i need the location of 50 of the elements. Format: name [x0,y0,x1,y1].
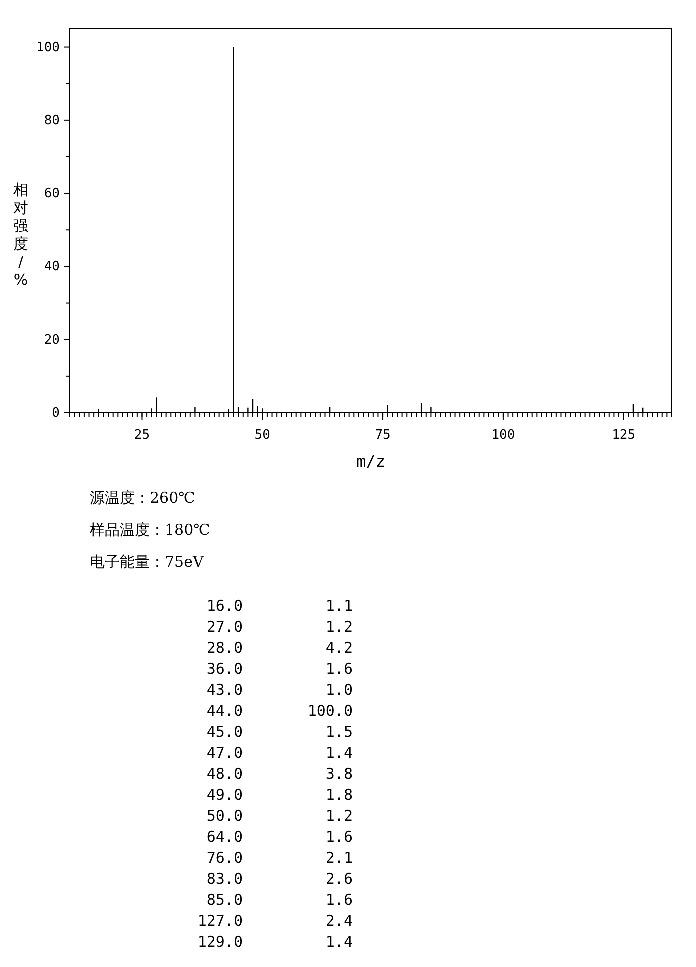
text: 27.0 [206,618,243,636]
y-tick-label: 20 [44,332,60,348]
text: 49.0 [206,786,243,804]
text: 44.0 [206,702,243,720]
text: 2.1 [326,849,353,867]
x-tick-label: 125 [612,428,636,443]
text: 47.0 [206,744,243,762]
text: 4.2 [326,639,353,657]
x-tick-label: 50 [254,428,270,443]
y-axis-title: 相对强度/% [14,181,28,289]
text: 64.0 [206,828,243,846]
text: 1.6 [326,891,353,909]
text: 1.2 [326,807,353,825]
text: 样品温度：180℃ [90,521,210,539]
y-tick-label: 60 [44,186,60,202]
y-tick-label: 100 [36,40,60,56]
text: 电子能量：75eV [90,553,205,571]
x-axis-title: m/z [356,452,386,471]
text: 1.4 [326,933,353,951]
y-tick-label: 40 [44,260,60,275]
text: 1.0 [326,681,353,699]
text: 1.6 [326,660,353,678]
text: 1.8 [326,786,353,804]
y-tick-label: 0 [52,406,60,421]
text: 2.4 [326,912,353,930]
text: 85.0 [206,891,243,909]
text: 43.0 [206,681,243,699]
text: 129.0 [198,933,243,951]
x-tick-label: 100 [492,428,516,443]
text: 2.6 [326,870,353,888]
text: 28.0 [206,639,243,657]
text: 76.0 [206,849,243,867]
text: 1.6 [326,828,353,846]
y-tick-label: 80 [44,113,60,128]
text: 3.8 [326,765,353,783]
text: 45.0 [206,723,243,741]
x-tick-label: 75 [375,428,391,443]
text: 16.0 [206,597,243,615]
text: 1.1 [326,597,353,615]
text: 1.4 [326,744,353,762]
text: 48.0 [206,765,243,783]
text: 源温度：260℃ [90,489,196,507]
text: 127.0 [198,912,243,930]
text: 100.0 [308,702,353,720]
x-tick-label: 25 [134,428,150,443]
text: 36.0 [206,660,243,678]
text: 83.0 [206,870,243,888]
text: 1.2 [326,618,353,636]
text: 50.0 [206,807,243,825]
text: 1.5 [326,723,353,741]
